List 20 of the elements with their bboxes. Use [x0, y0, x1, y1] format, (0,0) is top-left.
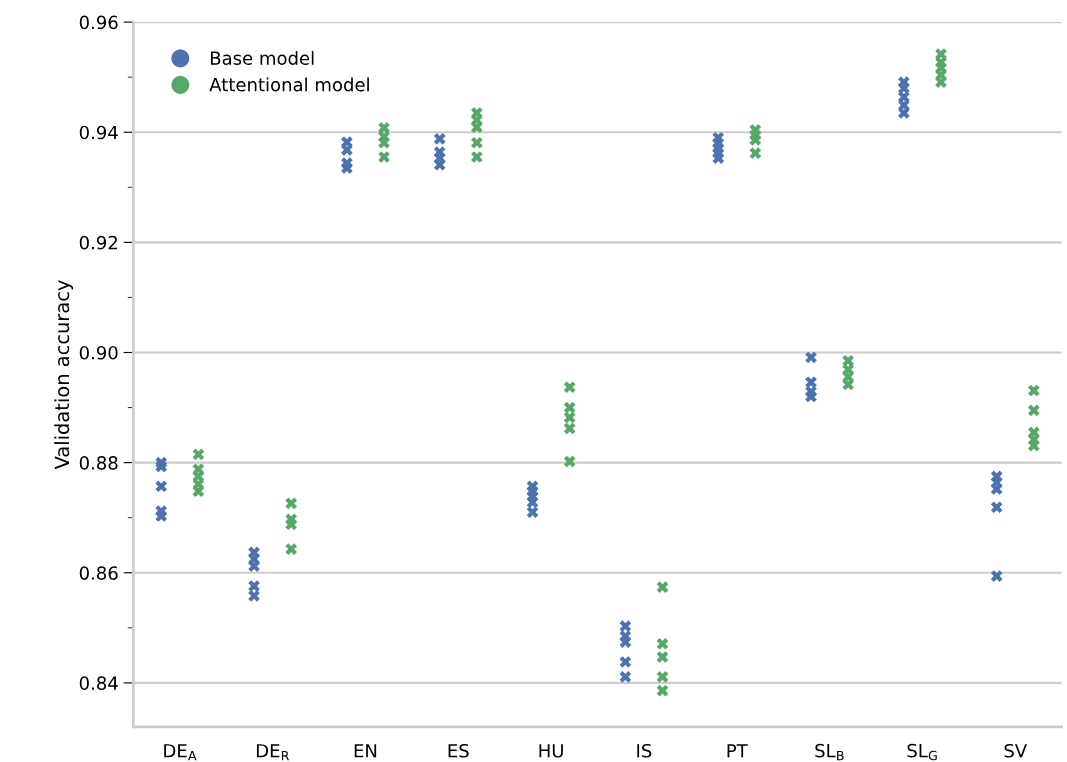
- legend-label: Base model: [210, 50, 314, 65]
- y-tick-label: 0.86: [79, 566, 118, 580]
- x-tick-label: DE$_{R}$: [256, 744, 290, 761]
- x-tick-label: DE$_{A}$: [164, 744, 197, 761]
- y-tick-label: 0.94: [79, 125, 118, 140]
- x-tick-label: PT: [727, 744, 748, 758]
- y-tick-label: 0.92: [79, 235, 117, 250]
- x-tick-label: SV: [1004, 743, 1028, 758]
- x-tick-label: IS: [637, 743, 652, 758]
- x-tick-label: HU: [539, 744, 563, 758]
- x-tick-label: SL$_{G}$: [907, 743, 937, 761]
- y-axis-title: Validation accuracy: [54, 280, 74, 470]
- x-tick-label: ES: [448, 743, 469, 758]
- x-tick-label: EN: [354, 744, 377, 758]
- legend-label: Attentional model: [209, 77, 369, 92]
- y-tick-label: 0.96: [79, 15, 118, 30]
- y-tick-label: 0.84: [79, 676, 118, 691]
- y-tick-label: 0.88: [79, 456, 118, 470]
- y-tick-label: 0.90: [79, 345, 118, 360]
- x-tick-label: SL$_{B}$: [815, 743, 844, 761]
